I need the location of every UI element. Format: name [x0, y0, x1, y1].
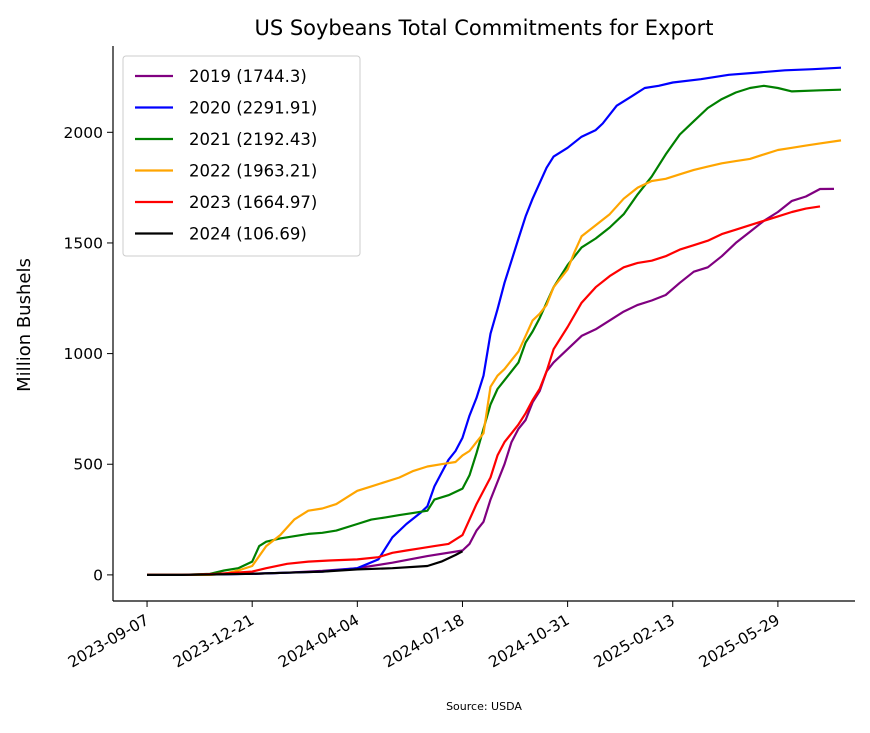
y-tick-label: 1000	[64, 345, 103, 363]
legend: 2019 (1744.3) 2020 (2291.91) 2021 (2192.43…	[122, 55, 361, 257]
series-lines	[147, 66, 842, 576]
x-tick-label: 2024-04-04	[275, 611, 362, 672]
x-tick-label: 2023-12-21	[170, 611, 257, 672]
source-note: Source: USDA	[446, 700, 522, 713]
series-line-3	[147, 139, 842, 576]
x-tick-label: 2025-05-29	[696, 611, 783, 672]
y-axis-label: Million Bushels	[14, 258, 35, 392]
series-line-2	[147, 84, 842, 576]
series-line-5	[147, 550, 464, 576]
legend-entry-label: 2019 (1744.3)	[189, 67, 307, 86]
x-tick-label: 2024-10-31	[486, 611, 573, 672]
series-line-1	[147, 66, 842, 576]
legend-entry-label: 2023 (1664.97)	[189, 193, 317, 212]
legend-entry-label: 2024 (106.69)	[189, 225, 307, 244]
y-tick-label: 2000	[64, 124, 103, 142]
y-tick-label: 500	[73, 456, 103, 474]
x-tick-label: 2024-07-18	[380, 611, 467, 672]
legend-entry-label: 2021 (2192.43)	[189, 130, 317, 149]
x-tick-label: 2023-09-07	[65, 611, 152, 672]
legend-box	[122, 55, 361, 257]
y-tick-label: 0	[93, 566, 103, 584]
legend-entry-label: 2022 (1963.21)	[189, 162, 317, 181]
chart-title: US Soybeans Total Commitments for Export	[254, 16, 713, 40]
x-tick-label: 2025-02-13	[591, 611, 678, 672]
series-line-4	[147, 205, 821, 576]
legend-entry-label: 2020 (2291.91)	[189, 99, 317, 118]
y-tick-label: 1500	[64, 234, 103, 252]
